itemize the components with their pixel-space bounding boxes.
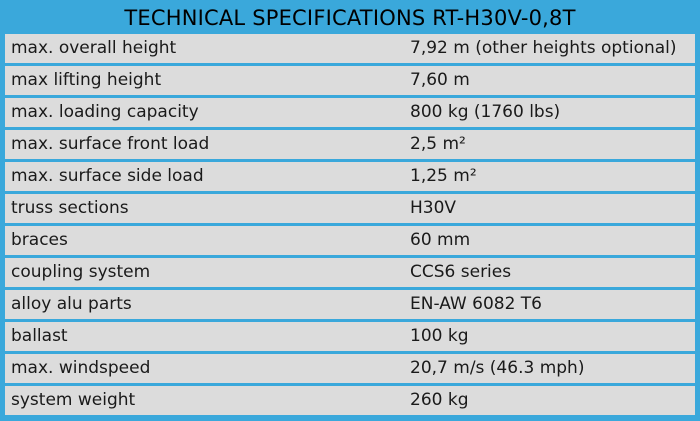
spec-value: H30V [410, 198, 457, 218]
spec-label: alloy alu parts [11, 294, 132, 314]
spec-row: max lifting height 7,60 m [5, 66, 695, 95]
spec-row: ballast 100 kg [5, 322, 695, 351]
spec-value: CCS6 series [410, 262, 512, 282]
spec-row: max. windspeed 20,7 m/s (46.3 mph) [5, 354, 695, 383]
spec-row: truss sections H30V [5, 194, 695, 223]
spec-label: max. loading capacity [11, 102, 199, 122]
spec-label: max. overall height [11, 38, 177, 58]
spec-value: 7,92 m (other heights optional) [410, 38, 677, 58]
spec-row: max. loading capacity 800 kg (1760 lbs) [5, 98, 695, 127]
spec-title: TECHNICAL SPECIFICATIONS RT-H30V-0,8T [124, 6, 576, 30]
spec-value: 2,5 m² [410, 134, 466, 154]
spec-label: max. surface front load [11, 134, 210, 154]
spec-value: 260 kg [410, 390, 469, 410]
spec-label: braces [11, 230, 68, 250]
spec-value: 7,60 m [410, 70, 470, 90]
spec-value: 20,7 m/s (46.3 mph) [410, 358, 585, 378]
spec-value: 60 mm [410, 230, 471, 250]
spec-row: alloy alu parts EN-AW 6082 T6 [5, 290, 695, 319]
spec-row: coupling system CCS6 series [5, 258, 695, 287]
spec-label: max. surface side load [11, 166, 204, 186]
spec-label: coupling system [11, 262, 151, 282]
spec-label: truss sections [11, 198, 129, 218]
spec-label: max. windspeed [11, 358, 151, 378]
spec-value: EN-AW 6082 T6 [410, 294, 542, 314]
spec-row: max. surface side load 1,25 m² [5, 162, 695, 191]
spec-row: max. overall height 7,92 m (other height… [5, 34, 695, 63]
spec-label: ballast [11, 326, 68, 346]
spec-label: max lifting height [11, 70, 162, 90]
spec-value: 800 kg (1760 lbs) [410, 102, 561, 122]
spec-row: braces 60 mm [5, 226, 695, 255]
spec-label: system weight [11, 390, 136, 410]
spec-row: system weight 260 kg [5, 386, 695, 415]
spec-value: 100 kg [410, 326, 469, 346]
spec-value: 1,25 m² [410, 166, 477, 186]
spec-table: max. overall height 7,92 m (other height… [5, 34, 695, 415]
spec-row: max. surface front load 2,5 m² [5, 130, 695, 159]
